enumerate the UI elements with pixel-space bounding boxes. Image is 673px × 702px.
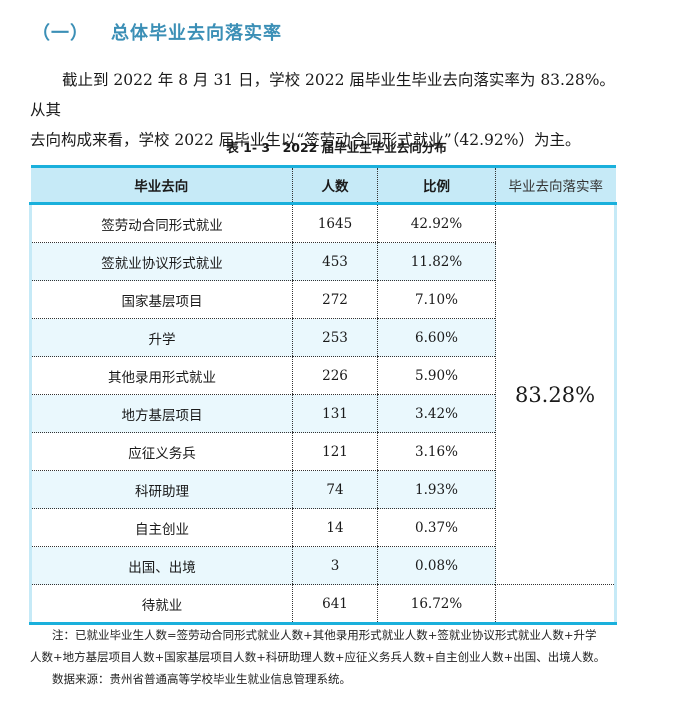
section-heading: （一） 总体毕业去向落实率 <box>32 19 282 45</box>
destination-cell: 国家基层项目 <box>29 280 293 319</box>
destination-cell: 升学 <box>29 318 293 357</box>
destination-cell: 自主创业 <box>29 508 293 547</box>
table-notes: 注：已就业毕业生人数=签劳动合同形式就业人数+其他录用形式就业人数+签就业协议形… <box>30 624 650 690</box>
ratio-cell: 3.42% <box>377 394 496 433</box>
count-cell: 121 <box>292 432 378 471</box>
data-source: 数据来源：贵州省普通高等学校毕业生就业信息管理系统。 <box>52 672 351 686</box>
header-placement-rate: 毕业去向落实率 <box>495 165 616 205</box>
ratio-cell: 42.92% <box>377 203 496 243</box>
ratio-cell: 0.08% <box>377 546 496 585</box>
ratio-cell: 1.93% <box>377 470 496 509</box>
paragraph-line-2: 去向构成来看，学校 2022 届毕业生以“签劳动合同形式就业”（42.92%）为… <box>30 131 581 149</box>
destination-cell: 待就业 <box>29 584 293 625</box>
table-header-row: 毕业去向 人数 比例 毕业去向落实率 <box>30 165 616 205</box>
table-row: 自主创业 14 0.37% <box>29 508 616 547</box>
count-cell: 272 <box>292 280 378 319</box>
ratio-cell: 7.10% <box>377 280 496 319</box>
section-title-text: 总体毕业去向落实率 <box>111 23 282 44</box>
ratio-cell: 16.72% <box>377 584 496 625</box>
table-row: 科研助理 74 1.93% <box>29 470 616 509</box>
table-row: 其他录用形式就业 226 5.90% <box>29 356 616 395</box>
destination-cell: 地方基层项目 <box>29 394 293 433</box>
ratio-cell: 5.90% <box>377 356 496 395</box>
table-row: 签劳动合同形式就业 1645 42.92% 83.28% <box>29 203 617 585</box>
destination-cell: 科研助理 <box>29 470 293 509</box>
count-cell: 226 <box>292 356 378 395</box>
header-count: 人数 <box>292 165 378 205</box>
placement-rate-empty-cell <box>495 584 617 625</box>
destination-cell: 其他录用形式就业 <box>29 356 293 395</box>
count-cell: 253 <box>292 318 378 357</box>
ratio-cell: 6.60% <box>377 318 496 357</box>
intro-paragraph: 截止到 2022 年 8 月 31 日，学校 2022 届毕业生毕业去向落实率为… <box>30 65 630 155</box>
count-cell: 14 <box>292 508 378 547</box>
table-row: 出国、出境 3 0.08% <box>29 546 616 585</box>
destination-cell: 签就业协议形式就业 <box>29 242 293 281</box>
paragraph-line-1: 截止到 2022 年 8 月 31 日，学校 2022 届毕业生毕业去向落实率为… <box>30 71 615 119</box>
table-row: 签就业协议形式就业 453 11.82% <box>29 242 616 281</box>
note-line-2: 人数+地方基层项目人数+国家基层项目人数+科研助理人数+应征义务兵人数+自主创业… <box>30 650 606 664</box>
note-line-1: 注：已就业毕业生人数=签劳动合同形式就业人数+其他录用形式就业人数+签就业协议形… <box>52 628 597 642</box>
count-cell: 453 <box>292 242 378 281</box>
count-cell: 74 <box>292 470 378 509</box>
destination-table: 毕业去向 人数 比例 毕业去向落实率 签劳动合同形式就业 1645 42.92%… <box>29 165 617 625</box>
count-cell: 3 <box>292 546 378 585</box>
placement-rate-cell: 83.28% <box>495 203 617 585</box>
count-cell: 641 <box>292 584 378 625</box>
count-cell: 131 <box>292 394 378 433</box>
destination-cell: 应征义务兵 <box>29 432 293 471</box>
table-row: 地方基层项目 131 3.42% <box>29 394 616 433</box>
header-ratio: 比例 <box>377 165 496 205</box>
table-row: 应征义务兵 121 3.16% <box>29 432 616 471</box>
destination-cell: 签劳动合同形式就业 <box>29 203 293 243</box>
table-row: 升学 253 6.60% <box>29 318 616 357</box>
table-row: 待就业 641 16.72% <box>29 584 617 625</box>
count-cell: 1645 <box>292 203 378 243</box>
section-number: （一） <box>32 23 89 44</box>
table-caption: 表 1- 3 2022 届毕业生毕业去向分布 <box>226 140 447 155</box>
ratio-cell: 11.82% <box>377 242 496 281</box>
header-destination: 毕业去向 <box>30 165 293 205</box>
destination-cell: 出国、出境 <box>29 546 293 585</box>
ratio-cell: 0.37% <box>377 508 496 547</box>
table-row: 国家基层项目 272 7.10% <box>29 280 616 319</box>
ratio-cell: 3.16% <box>377 432 496 471</box>
